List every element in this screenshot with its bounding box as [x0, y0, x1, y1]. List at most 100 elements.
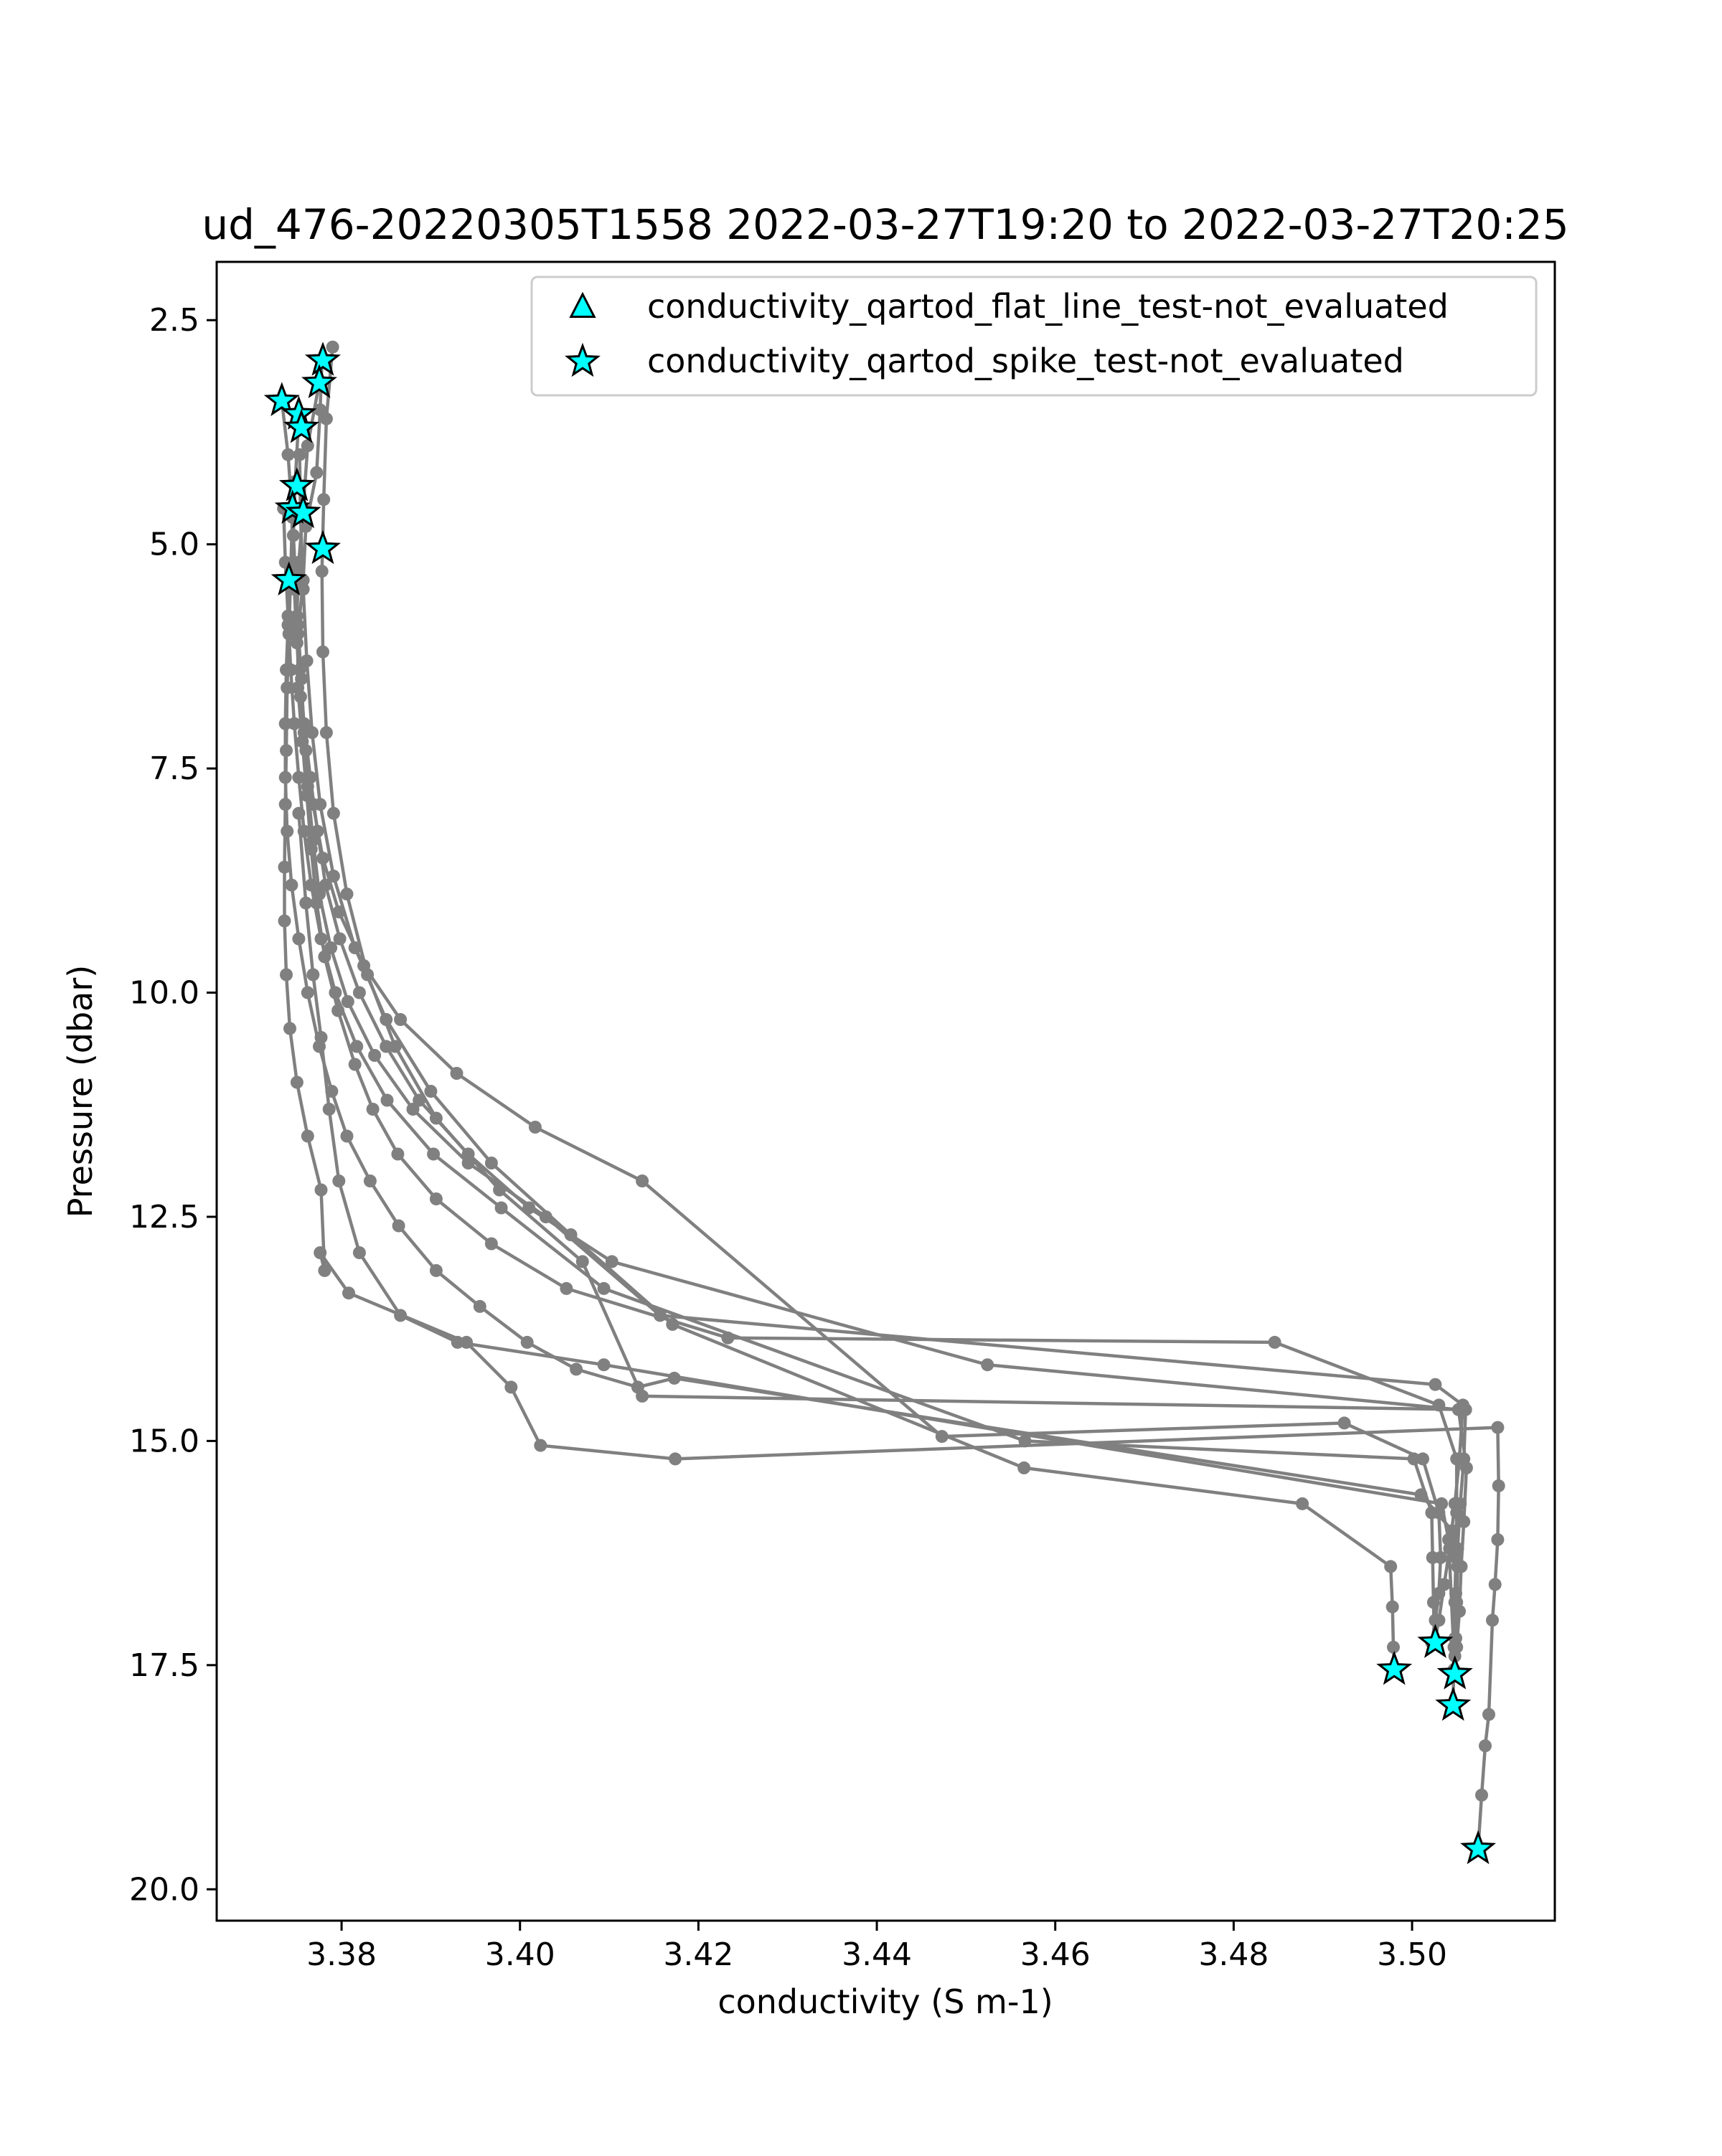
profile-point	[429, 1263, 443, 1277]
profile-point	[301, 439, 314, 453]
spike-flag-star	[1417, 1624, 1454, 1658]
spike-flag-star	[1436, 1655, 1473, 1690]
flagged-points	[263, 342, 1497, 1865]
profile-point	[1426, 1596, 1440, 1609]
profile-point	[314, 403, 327, 417]
profile-point	[1407, 1452, 1421, 1466]
profile-point	[326, 806, 340, 820]
spike-flag-star	[1376, 1650, 1413, 1685]
x-tick-label: 3.42	[663, 1936, 733, 1973]
profile-point	[484, 1157, 498, 1169]
profile-point	[366, 1103, 380, 1116]
profile-point	[484, 1237, 498, 1251]
profile-point	[296, 583, 310, 596]
profile-point	[278, 914, 291, 928]
profile-point	[280, 744, 293, 758]
spike-flag-star	[304, 342, 341, 376]
profile-point	[292, 932, 306, 946]
y-tick-label: 7.5	[149, 750, 199, 787]
profile-point	[636, 1174, 649, 1187]
profile-point	[493, 1183, 507, 1197]
profile-point	[473, 1299, 486, 1313]
x-tick-label: 3.50	[1377, 1936, 1447, 1973]
profile-point	[304, 878, 318, 892]
profile-point	[293, 690, 307, 704]
profile-point	[570, 1362, 583, 1376]
profile-point	[322, 1103, 336, 1116]
profile-point	[314, 1246, 327, 1259]
spike-flag-star	[278, 467, 315, 502]
profile-point	[427, 1147, 441, 1161]
profile-point	[1385, 1600, 1399, 1614]
profile-point	[290, 636, 304, 650]
profile-point	[299, 896, 313, 910]
profile-point	[282, 627, 296, 641]
spike-flag-star	[301, 364, 337, 398]
profile-point	[1486, 1614, 1499, 1627]
x-tick-label: 3.48	[1198, 1936, 1269, 1973]
profile-point	[1492, 1479, 1505, 1492]
profile-point	[319, 726, 333, 740]
profile-point	[1479, 1739, 1492, 1753]
profile-point	[314, 1183, 328, 1197]
profile-point	[348, 1058, 362, 1071]
profile-point	[283, 1022, 296, 1035]
x-tick-label: 3.46	[1020, 1936, 1091, 1973]
y-axis: 2.5 5.0 7.5 10.0 12.5 15.0 17.5 20.0	[129, 302, 217, 1908]
profile-point	[1475, 1789, 1488, 1802]
profile-point	[326, 870, 340, 883]
profile-point	[342, 1286, 355, 1300]
profile-point	[281, 681, 294, 695]
spike-flag-star	[304, 529, 341, 565]
profile-point	[301, 1129, 314, 1143]
profile-point	[368, 1049, 382, 1062]
profile-point	[292, 771, 306, 784]
profile-point	[319, 412, 333, 425]
profile-point	[281, 824, 294, 838]
legend-item-flat-line-test: conductivity_qartod_flat_line_test-not_e…	[569, 287, 1449, 326]
profile-point	[1426, 1550, 1439, 1564]
profile-point	[341, 995, 354, 1008]
profile-point	[424, 1085, 438, 1098]
profile-point	[669, 1452, 682, 1466]
y-tick-label: 20.0	[129, 1871, 199, 1908]
y-tick-label: 17.5	[129, 1647, 199, 1684]
spike-flag-star	[263, 382, 300, 416]
profile-point	[380, 1013, 393, 1026]
profile-point	[278, 860, 291, 874]
profile-point	[310, 466, 324, 479]
x-tick-label: 3.40	[485, 1936, 555, 1973]
profile-point	[329, 986, 342, 999]
profile-point	[1416, 1452, 1429, 1466]
profile-point	[520, 1335, 534, 1349]
profile-point	[391, 1147, 405, 1161]
profile-point	[313, 888, 326, 901]
profile-point	[380, 1040, 393, 1053]
profile-point	[317, 493, 331, 507]
y-tick-label: 5.0	[149, 527, 199, 563]
profile-point	[394, 1309, 408, 1322]
legend-star-marker	[565, 342, 601, 377]
profile-point	[388, 1040, 402, 1053]
legend-label-flat-line-test: conductivity_qartod_flat_line_test-not_e…	[647, 287, 1449, 326]
profile-point	[288, 717, 301, 730]
profile-point	[597, 1358, 611, 1372]
profile-point	[1454, 1497, 1467, 1510]
profile-point	[352, 1246, 366, 1259]
legend-triangle-marker	[569, 291, 596, 318]
legend-label-spike-test: conductivity_qartod_spike_test-not_evalu…	[647, 342, 1404, 380]
profile-point	[528, 1121, 542, 1134]
profile-point	[306, 834, 320, 847]
spike-flag-star	[1435, 1686, 1472, 1721]
profile-point	[290, 1075, 304, 1089]
profile-series-10	[292, 806, 1462, 1681]
profile-point	[504, 1380, 518, 1394]
profile-point	[281, 448, 295, 461]
profile-point	[315, 565, 329, 578]
profile-point	[340, 1129, 354, 1143]
profile-point	[306, 968, 320, 982]
profile-point	[314, 1031, 328, 1044]
profile-point	[1384, 1560, 1398, 1573]
